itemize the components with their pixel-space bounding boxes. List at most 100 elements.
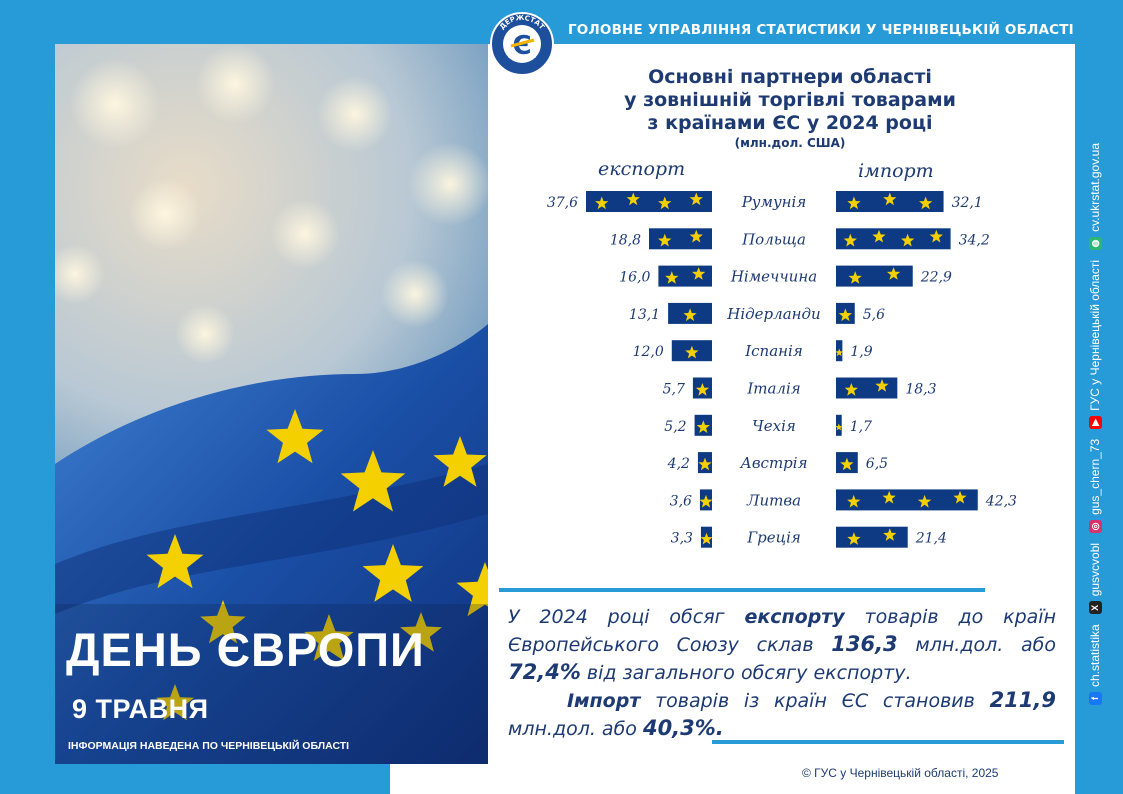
export-bar-star [691, 267, 706, 280]
import-bar-star [929, 229, 943, 243]
import-bar-star [883, 528, 897, 541]
import-bar [836, 265, 913, 287]
export-bar-star [683, 308, 697, 322]
social-link-label[interactable]: gusvcvobl [1088, 542, 1102, 597]
youtube-icon[interactable]: ▶ [1088, 415, 1102, 429]
country-label: Польща [741, 230, 806, 248]
flag-star [362, 544, 424, 602]
country-label: Литва [746, 491, 801, 509]
flag-star [156, 684, 194, 721]
social-link-label[interactable]: ГУС у Чернівецькій області [1088, 259, 1102, 411]
import-bar-star [875, 379, 889, 392]
chart-title-line: Основні партнери області [648, 66, 932, 88]
export-value-label: 3,6 [670, 493, 692, 509]
import-bar-star [835, 348, 844, 357]
import-value-label: 22,9 [920, 270, 952, 286]
import-bar-star [844, 383, 858, 396]
social-link-label[interactable]: ch.statistika [1088, 624, 1102, 687]
export-value-label: 13,1 [629, 307, 660, 323]
import-value-label: 1,9 [850, 344, 872, 360]
poster-note: ІНФОРМАЦІЯ НАВЕДЕНА ПО ЧЕРНІВЕЦЬКІЙ ОБЛА… [68, 740, 350, 752]
poster-date: 9 ТРАВНЯ [72, 694, 209, 724]
country-label: Німеччина [730, 268, 817, 286]
export-heading: експорт [598, 158, 686, 180]
flag-star [304, 614, 354, 661]
country-label: Австрія [739, 454, 807, 472]
country-label: Греція [746, 529, 801, 547]
flag-star [456, 562, 488, 617]
social-link-label[interactable]: gus_chern_73 [1088, 438, 1102, 515]
derzhstat-logo: ДЕРЖСТАТ УКРАЇНИ Є [490, 12, 554, 76]
facebook-icon[interactable]: f [1088, 692, 1102, 705]
import-value-label: 21,4 [915, 531, 947, 547]
chart-title: Основні партнери області у зовнішній тор… [560, 66, 1020, 135]
flag-star [146, 534, 204, 589]
country-label: Румунія [741, 193, 807, 211]
export-bar-star [689, 192, 703, 206]
export-bar-star [685, 345, 699, 359]
export-bar-star [595, 196, 609, 210]
import-bar-star [919, 196, 933, 210]
organization-name: ГОЛОВНЕ УПРАВЛІННЯ СТАТИСТИКИ У ЧЕРНІВЕЦ… [568, 22, 1074, 38]
export-value-label: 18,8 [610, 232, 641, 248]
import-bar-star [901, 233, 915, 247]
import-bar [836, 489, 978, 511]
import-bar-star [835, 423, 843, 431]
summary-export-share: 72,4% [508, 660, 581, 684]
export-bar-star [695, 383, 710, 396]
logo-text-bottom: УКРАЇНИ [507, 53, 538, 65]
import-value-label: 1,7 [850, 419, 872, 435]
import-bar-star [847, 494, 861, 508]
flag-star [433, 436, 487, 487]
import-bar-star [886, 267, 901, 280]
summary-import-share: 40,3%. [642, 716, 724, 740]
import-bar [836, 228, 951, 250]
logo-letter: Є [512, 31, 531, 61]
divider-line [499, 588, 985, 592]
flag-star [266, 409, 324, 464]
import-bar [836, 526, 908, 548]
import-bar-star [843, 233, 857, 247]
divider-line [712, 740, 1064, 744]
export-bar-star [700, 532, 713, 545]
export-bar-star [698, 457, 712, 471]
flag-illustration [55, 44, 488, 764]
country-label: Нідерланди [726, 305, 820, 323]
import-bar-star [872, 229, 886, 243]
summary-import-value: 211,9 [989, 688, 1056, 712]
export-bar-star [699, 494, 713, 508]
export-value-label: 4,2 [667, 456, 690, 472]
right-band [1075, 0, 1123, 794]
social-link-label[interactable]: cv.ukrstat.gov.ua [1088, 142, 1102, 232]
export-bar-star [658, 233, 672, 247]
country-label: Італія [746, 380, 800, 398]
instagram-icon[interactable]: ◎ [1088, 519, 1102, 533]
chart-subtitle: (млн.дол. США) [734, 136, 846, 150]
import-value-label: 5,6 [863, 307, 885, 323]
import-bar-star [840, 457, 854, 471]
export-value-label: 3,3 [671, 531, 693, 547]
import-bar-star [883, 192, 897, 206]
export-value-label: 16,0 [619, 270, 650, 286]
import-bar-star [882, 490, 896, 504]
export-bar [586, 191, 712, 212]
poster-title: ДЕНЬ ЄВРОПИ [66, 623, 425, 676]
flag-star [200, 600, 246, 644]
import-value-label: 32,1 [952, 195, 983, 211]
chart-title-line: з країнами ЄС у 2024 році [647, 112, 933, 134]
summary-text: У 2024 році обсяг експорту товарів до кр… [508, 606, 1056, 740]
export-value-label: 5,2 [664, 419, 686, 435]
x-icon[interactable]: X [1088, 601, 1102, 615]
globe-icon[interactable]: ◍ [1088, 236, 1102, 250]
flag-star [340, 450, 406, 512]
summary-import-word: Імпорт [566, 690, 641, 712]
import-bar-star [917, 494, 932, 508]
import-bar-star [838, 308, 852, 322]
export-value-label: 12,0 [633, 344, 664, 360]
import-bar-star [953, 490, 967, 504]
summary-export-word: експорту [744, 606, 845, 628]
summary-export-value: 136,3 [831, 632, 898, 656]
import-bar-star [847, 196, 861, 210]
export-bar-star [658, 196, 672, 210]
copyright: © ГУС у Чернівецькій області, 2025 [802, 766, 999, 780]
